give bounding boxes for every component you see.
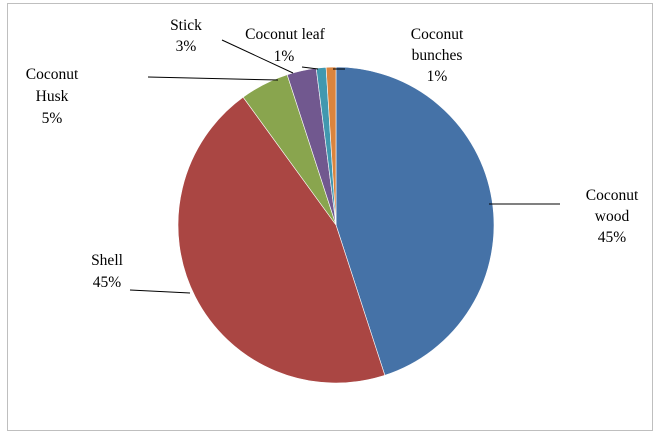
pie-slice-coconut-bunches (325, 66, 337, 226)
leader-line-stick (221, 39, 294, 74)
leader-line-shell (129, 289, 191, 294)
data-label-coconut-wood: Coconut wood 45% (586, 187, 639, 246)
data-label-coconut-leaf: Coconut leaf 1% (245, 26, 325, 65)
pie-slice-coconut-wood (335, 66, 495, 376)
pie-slice-shell (177, 96, 386, 384)
data-label-stick: Stick 3% (170, 17, 202, 55)
data-label-shell: Shell 45% (91, 252, 123, 291)
data-label-coconut-husk: Coconut Husk 5% (26, 66, 79, 127)
leader-line-coconut-leaf (301, 66, 319, 70)
leader-line-coconut-husk (147, 76, 279, 81)
data-label-coconut-bunches: Coconut bunches 1% (411, 26, 464, 85)
